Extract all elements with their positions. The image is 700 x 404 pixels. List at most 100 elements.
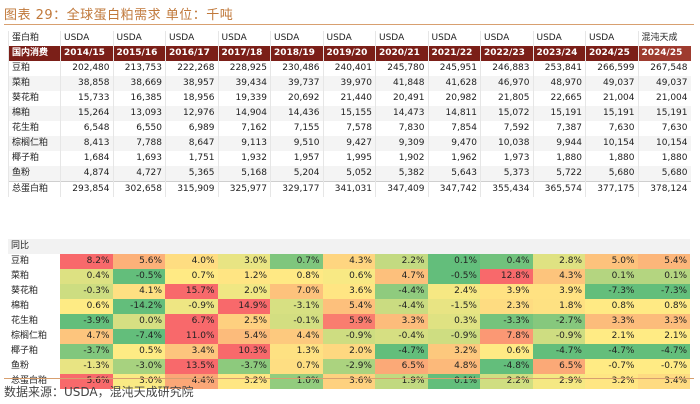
table-cell: 1,751 [165, 151, 218, 166]
table-cell: 341,031 [322, 181, 376, 197]
source-cell: USDA [217, 31, 271, 46]
table-cell: 253,841 [532, 61, 586, 76]
yoy-cell: -1.3% [60, 359, 113, 374]
yoy-cell: 2.2% [375, 254, 428, 269]
yoy-cell: 3.0% [112, 374, 165, 389]
yoy-cell: 4.3% [322, 254, 375, 269]
table-cell: 20,692 [270, 91, 323, 106]
header-row: 国内消费 2014/15 2015/16 2016/17 2017/18 2018/19 2… [8, 46, 691, 61]
yoy-cell: 0.1% [427, 374, 480, 389]
table-cell: 5,373 [480, 166, 533, 182]
yoy-cell: 0.7% [165, 269, 218, 284]
source-cell: USDA [270, 31, 323, 46]
yoy-cell: 0.7% [270, 254, 323, 269]
yoy-cell: 6.5% [532, 359, 585, 374]
column-header: 2016/17 [165, 46, 218, 61]
source-cell: USDA [427, 31, 481, 46]
yoy-cell: -0.7% [637, 359, 691, 374]
yoy-cell: -4.4% [375, 284, 428, 299]
yoy-cell: -4.8% [480, 359, 533, 374]
table-cell: 41,848 [375, 76, 428, 91]
row-label: 棉粕 [8, 106, 61, 121]
table-cell: 15,191 [532, 106, 586, 121]
table-cell: 355,434 [480, 181, 533, 197]
source-cell: USDA [322, 31, 376, 46]
yoy-cell: -2.7% [532, 314, 585, 329]
yoy-cell: 0.0% [112, 314, 165, 329]
table-cell: 12,976 [165, 106, 218, 121]
table-cell: 14,904 [217, 106, 271, 121]
yoy-label-row: 同比 [8, 239, 691, 254]
table-cell: 8,413 [60, 136, 113, 151]
column-header: 2024/25 [637, 46, 691, 61]
yoy-cell: 5.0% [585, 254, 638, 269]
table-cell: 1,995 [322, 151, 376, 166]
yoy-row: 花生粕 -3.9% 0.0% 6.7% 2.5% -0.1% 5.9% 3.3% 0.3% -3.… [8, 314, 691, 329]
row-label: 椰子粕 [8, 151, 61, 166]
table-cell: 15,072 [480, 106, 533, 121]
yoy-cell: 1.2% [217, 269, 270, 284]
table-cell: 15,264 [60, 106, 113, 121]
yoy-cell: 2.1% [637, 329, 691, 344]
row-label: 花生粕 [8, 314, 60, 329]
table-cell: 7,788 [112, 136, 166, 151]
yoy-cell: 1.0% [270, 374, 323, 389]
table-cell: 325,977 [217, 181, 271, 197]
table-cell: 15,155 [322, 106, 376, 121]
row-label: 豆粕 [8, 254, 60, 269]
yoy-cell: 0.1% [637, 269, 691, 284]
column-header: 2024/25 [585, 46, 638, 61]
table-cell: 10,154 [637, 136, 691, 151]
table-cell: 7,830 [375, 121, 428, 136]
yoy-cell: -0.1% [270, 314, 323, 329]
figure-title: 图表 29：全球蛋白粕需求 单位：千吨 [4, 8, 234, 23]
table-cell: 5,722 [532, 166, 586, 182]
yoy-cell: 2.2% [480, 374, 533, 389]
table-cell: 16,385 [112, 91, 166, 106]
yoy-cell: 2.0% [322, 344, 375, 359]
source-cell: USDA [165, 31, 218, 46]
table-cell: 48,970 [532, 76, 586, 91]
table-cell: 245,780 [375, 61, 428, 76]
title-divider [4, 24, 694, 25]
table-cell: 347,742 [427, 181, 481, 197]
yoy-cell: -4.7% [375, 344, 428, 359]
yoy-cell: 3.3% [637, 314, 691, 329]
table-cell: 315,909 [165, 181, 218, 197]
table-cell: 15,191 [637, 106, 691, 121]
yoy-row: 棕榈仁粕 4.7% -7.4% 11.0% 5.4% 4.4% -0.9% -0.4% -0.9… [8, 329, 691, 344]
table-cell: 10,154 [585, 136, 638, 151]
yoy-cell: -7.3% [637, 284, 691, 299]
row-label: 棕榈仁粕 [8, 329, 60, 344]
yoy-cell: 5.9% [322, 314, 375, 329]
yoy-cell: -0.4% [375, 329, 428, 344]
yoy-cell: 3.2% [427, 344, 480, 359]
table-cell: 5,643 [427, 166, 481, 182]
source-cell: USDA [112, 31, 166, 46]
yoy-cell: 2.8% [532, 254, 585, 269]
row-label: 鱼粉 [8, 166, 61, 182]
yoy-cell: 10.3% [217, 344, 270, 359]
table-cell: 378,124 [637, 181, 691, 197]
table-cell: 39,434 [217, 76, 271, 91]
yoy-cell: 2.0% [217, 284, 270, 299]
yoy-cell: -0.5% [112, 269, 165, 284]
yoy-cell: 4.3% [532, 269, 585, 284]
table-cell: 4,727 [112, 166, 166, 182]
yoy-cell: 6.7% [165, 314, 218, 329]
yoy-cell: 4.4% [270, 329, 323, 344]
row-label: 花生粕 [8, 121, 61, 136]
yoy-cell: 4.7% [375, 269, 428, 284]
yoy-cell: 0.5% [112, 344, 165, 359]
yoy-cell: -14.2% [112, 299, 165, 314]
yoy-cell: 4.0% [165, 254, 218, 269]
yoy-cell: -0.9% [165, 299, 218, 314]
row-label: 棕榈仁粕 [8, 136, 61, 151]
yoy-cell: -3.9% [60, 314, 113, 329]
yoy-cell: 3.4% [637, 374, 691, 389]
yoy-cell: 0.4% [60, 269, 113, 284]
table-cell: 302,658 [112, 181, 166, 197]
yoy-cell: -0.9% [427, 329, 480, 344]
yoy-cell: 5.4% [322, 299, 375, 314]
table-cell: 7,155 [270, 121, 323, 136]
